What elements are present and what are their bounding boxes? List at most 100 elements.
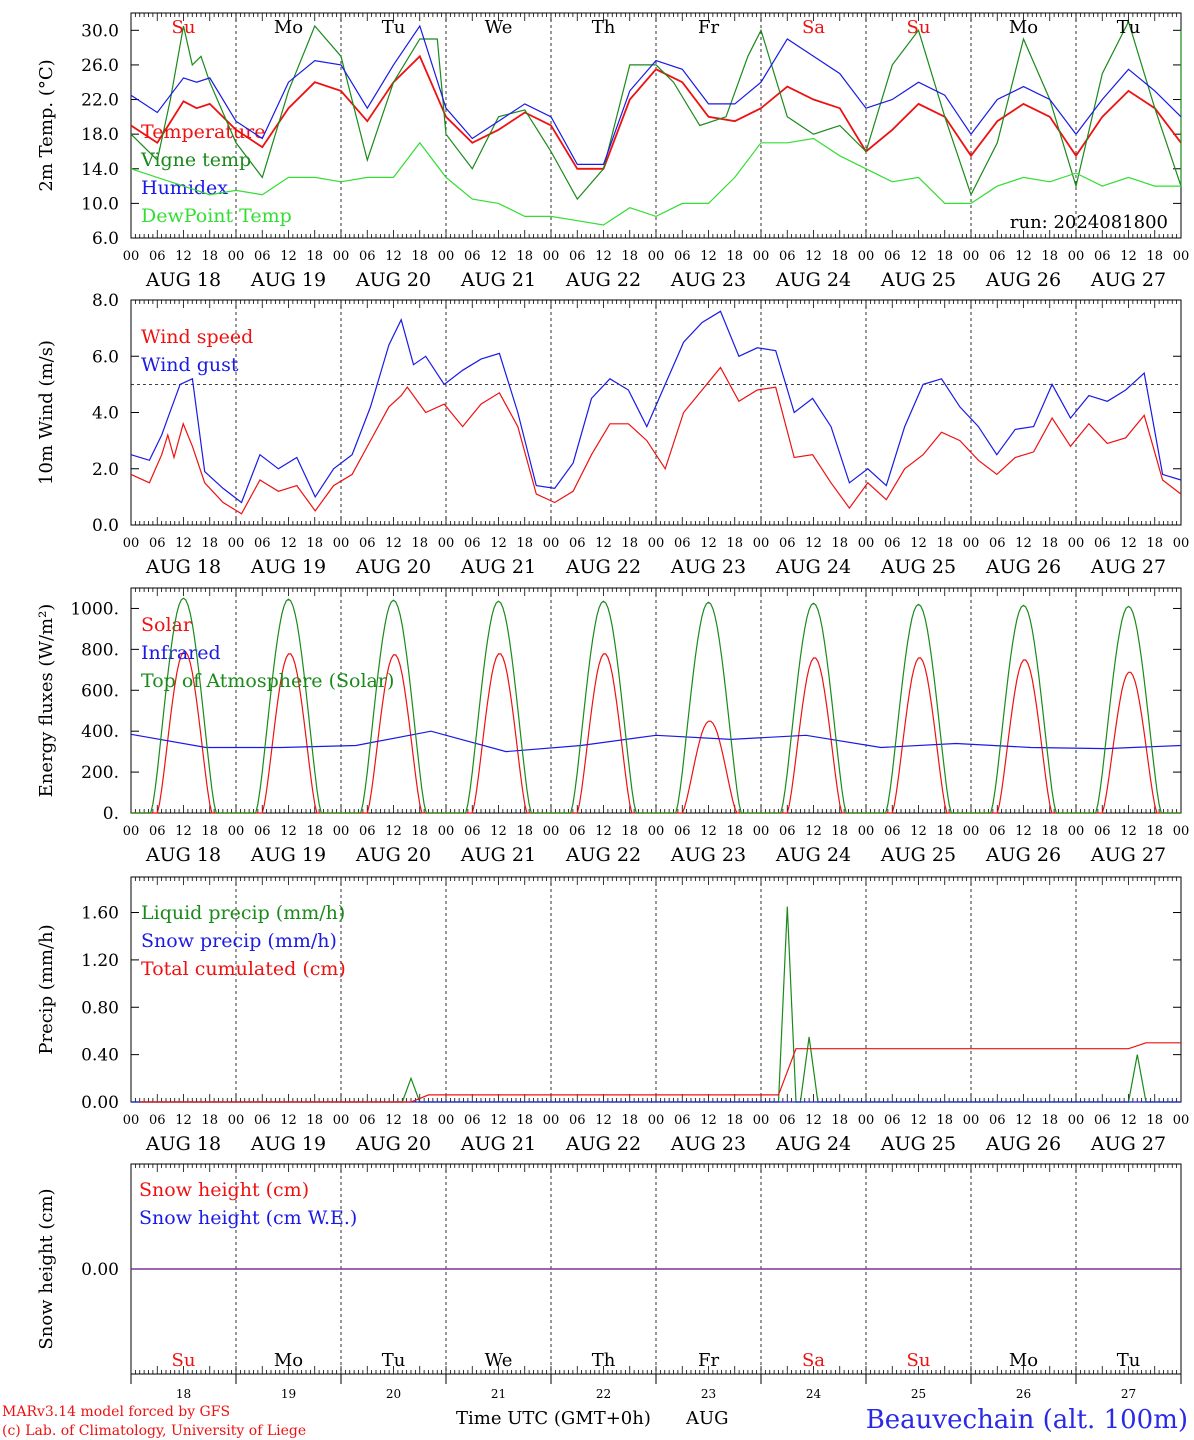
y-tick-label: 6.0 xyxy=(92,229,119,249)
hour-tick-label: 06 xyxy=(674,249,691,264)
hour-tick-label: 00 xyxy=(228,249,245,264)
hour-tick-label: 12 xyxy=(910,824,927,839)
hour-tick-label: 12 xyxy=(175,249,192,264)
date-label: AUG 22 xyxy=(565,1133,641,1155)
hour-tick-label: 18 xyxy=(201,536,218,551)
y-tick-label: 22.0 xyxy=(81,91,119,111)
date-label: AUG 25 xyxy=(880,1133,956,1155)
hour-tick-label: 06 xyxy=(464,824,481,839)
y-tick-label: 0. xyxy=(103,804,119,824)
series-line-wind-gust xyxy=(130,310,1182,504)
hour-tick-label: 12 xyxy=(1120,536,1137,551)
hour-tick-label: 06 xyxy=(254,249,271,264)
y-axis-label: Snow height (cm) xyxy=(36,1188,57,1349)
hour-tick-label: 00 xyxy=(333,249,350,264)
hour-tick-label: 12 xyxy=(1015,824,1032,839)
hour-tick-label: 18 xyxy=(516,824,533,839)
day-of-week-label: Tu xyxy=(382,17,406,38)
date-label: AUG 21 xyxy=(460,556,536,578)
hour-tick-label: 06 xyxy=(254,824,271,839)
day-number-label: 18 xyxy=(176,1387,191,1401)
hour-tick-label: 18 xyxy=(201,249,218,264)
day-of-week-label: Sa xyxy=(802,1350,825,1371)
hour-tick-label: 12 xyxy=(805,249,822,264)
hour-tick-label: 06 xyxy=(779,824,796,839)
hour-tick-label: 06 xyxy=(569,249,586,264)
date-label: AUG 26 xyxy=(985,556,1061,578)
hour-tick-label: 00 xyxy=(123,824,140,839)
hour-tick-label: 06 xyxy=(569,1113,586,1128)
station-label: Beauvechain (alt. 100m) xyxy=(866,1405,1188,1435)
hour-tick-label: 18 xyxy=(516,1113,533,1128)
hour-tick-label: 06 xyxy=(149,249,166,264)
hour-tick-label: 06 xyxy=(254,1113,271,1128)
hour-tick-label: 00 xyxy=(753,824,770,839)
date-label: AUG 22 xyxy=(565,556,641,578)
hour-tick-label: 18 xyxy=(621,249,638,264)
y-tick-label: 1000. xyxy=(70,599,119,619)
hour-tick-label: 00 xyxy=(753,1113,770,1128)
day-number-label: 19 xyxy=(281,1387,296,1401)
y-tick-label: 0.00 xyxy=(81,1093,119,1113)
hour-tick-label: 00 xyxy=(1173,824,1190,839)
day-of-week-label: Th xyxy=(592,1350,616,1371)
hour-tick-label: 18 xyxy=(516,536,533,551)
date-label: AUG 25 xyxy=(880,556,956,578)
hour-tick-label: 12 xyxy=(910,1113,927,1128)
hour-tick-label: 12 xyxy=(595,536,612,551)
hour-tick-label: 12 xyxy=(280,824,297,839)
hour-tick-label: 12 xyxy=(1015,1113,1032,1128)
hour-tick-label: 06 xyxy=(1094,824,1111,839)
y-tick-label: 0.00 xyxy=(81,1260,119,1280)
y-tick-label: 6.0 xyxy=(92,347,119,367)
date-label: AUG 18 xyxy=(145,1133,221,1155)
hour-tick-label: 18 xyxy=(1146,824,1163,839)
panel-5: 0.00 Snow height (cm) Snow height (cm) Snow… xyxy=(36,1163,1182,1401)
hour-tick-label: 18 xyxy=(936,1113,953,1128)
day-of-week-label: We xyxy=(485,1350,513,1371)
hour-tick-label: 06 xyxy=(464,1113,481,1128)
hour-tick-label: 00 xyxy=(543,1113,560,1128)
y-tick-label: 0.40 xyxy=(81,1046,119,1066)
day-number-label: 26 xyxy=(1016,1387,1031,1401)
series-line-wind-speed xyxy=(130,366,1182,515)
legend-entry: Top of Atmosphere (Solar) xyxy=(141,670,394,692)
day-of-week-label: Su xyxy=(172,1350,196,1371)
hour-tick-label: 12 xyxy=(805,536,822,551)
date-label: AUG 20 xyxy=(355,556,431,578)
y-tick-label: 18.0 xyxy=(81,125,119,145)
hour-tick-label: 00 xyxy=(963,1113,980,1128)
day-number-label: 22 xyxy=(596,1387,611,1401)
hour-tick-label: 18 xyxy=(411,536,428,551)
hour-tick-label: 00 xyxy=(858,249,875,264)
date-label: AUG 23 xyxy=(670,1133,746,1155)
hour-tick-label: 00 xyxy=(858,1113,875,1128)
hour-tick-label: 12 xyxy=(175,1113,192,1128)
date-label: AUG 27 xyxy=(1090,844,1166,866)
date-label: AUG 21 xyxy=(460,269,536,291)
series-line-top-of-atmosphere-solar- xyxy=(131,597,1181,814)
hour-tick-label: 12 xyxy=(700,1113,717,1128)
hour-tick-label: 18 xyxy=(621,1113,638,1128)
hour-tick-label: 12 xyxy=(280,1113,297,1128)
date-label: AUG 24 xyxy=(775,556,851,578)
y-tick-label: 4.0 xyxy=(92,404,119,424)
hour-tick-label: 00 xyxy=(648,824,665,839)
hour-tick-label: 12 xyxy=(805,1113,822,1128)
hour-tick-label: 00 xyxy=(1068,249,1085,264)
hour-tick-label: 18 xyxy=(726,1113,743,1128)
hour-tick-label: 12 xyxy=(385,249,402,264)
series-line-infrared xyxy=(130,730,1182,753)
hour-tick-label: 00 xyxy=(438,536,455,551)
hour-tick-label: 18 xyxy=(1146,1113,1163,1128)
hour-tick-label: 00 xyxy=(648,249,665,264)
legend-entry: DewPoint Temp xyxy=(141,205,292,227)
date-label: AUG 27 xyxy=(1090,269,1166,291)
date-label: AUG 27 xyxy=(1090,1133,1166,1155)
hour-tick-label: 00 xyxy=(438,249,455,264)
date-label: AUG 26 xyxy=(985,844,1061,866)
hour-tick-label: 12 xyxy=(700,536,717,551)
date-label: AUG 18 xyxy=(145,844,221,866)
hour-tick-label: 00 xyxy=(858,824,875,839)
